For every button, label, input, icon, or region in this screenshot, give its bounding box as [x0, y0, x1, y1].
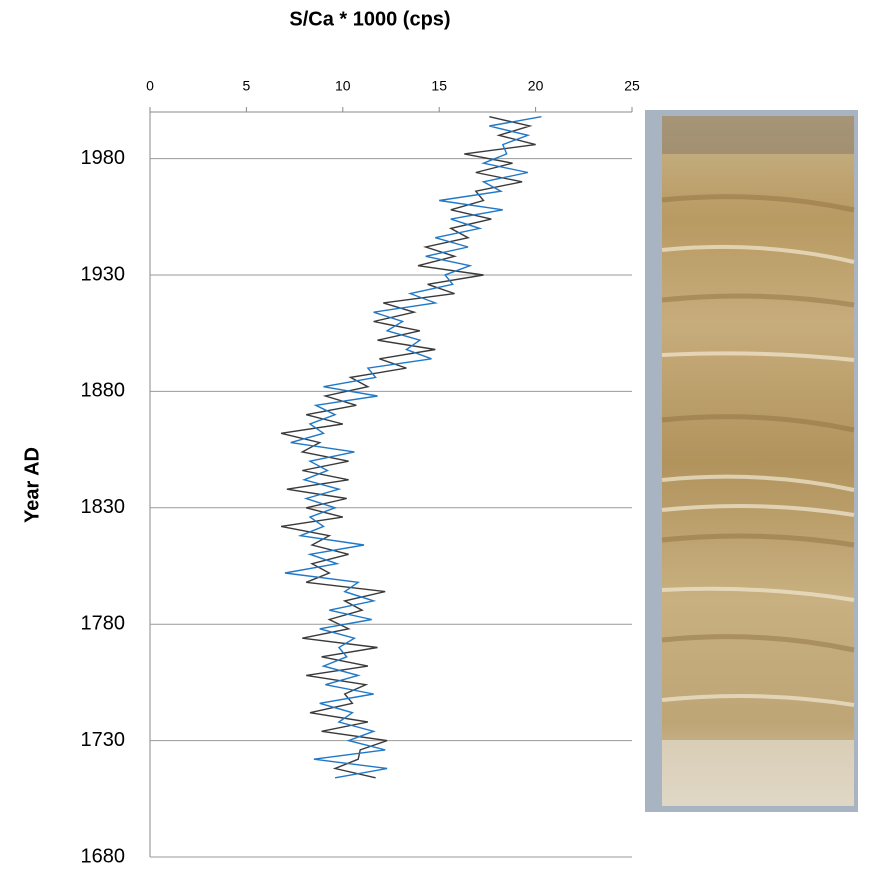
data-line: [280, 116, 536, 779]
year-tick-label: 1680: [81, 845, 126, 867]
value-tick-label: 5: [243, 78, 251, 94]
year-tick-label: 1830: [81, 496, 126, 518]
year-tick-label: 1730: [81, 729, 126, 751]
year-tick-label: 1780: [81, 612, 126, 634]
core-photo: [645, 110, 858, 812]
year-tick-label: 1930: [81, 263, 126, 285]
value-tick-label: 10: [335, 78, 351, 94]
chart-title: S/Ca * 1000 (cps): [289, 8, 450, 30]
data-line: [284, 116, 542, 779]
value-tick-label: 25: [624, 78, 640, 94]
value-tick-label: 15: [431, 78, 447, 94]
year-tick-label: 1880: [81, 380, 126, 402]
value-tick-label: 20: [528, 78, 544, 94]
x-axis-label: Year AD: [21, 447, 43, 523]
year-tick-label: 1980: [81, 147, 126, 169]
value-tick-label: 0: [146, 78, 154, 94]
